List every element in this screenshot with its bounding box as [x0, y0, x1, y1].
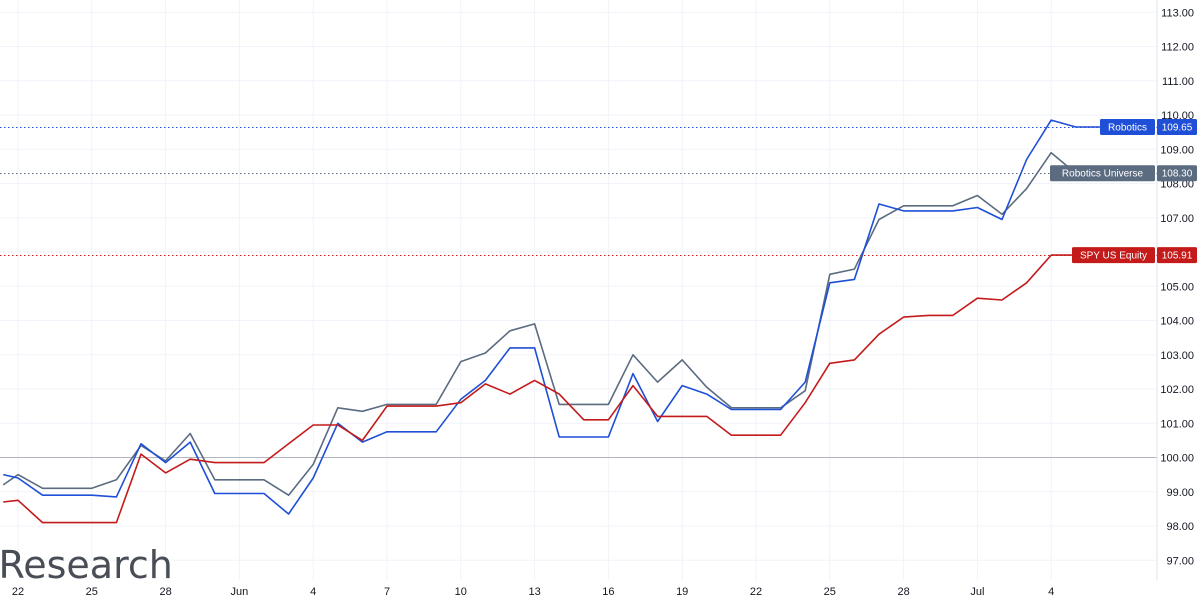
y-tick-label: 102.00 — [1160, 384, 1194, 396]
x-tick-label: 22 — [12, 586, 24, 598]
price-level-lines — [0, 127, 1157, 256]
y-tick-label: 112.00 — [1161, 42, 1194, 54]
price-tag-value: 109.65 — [1162, 122, 1193, 133]
x-tick-label: 4 — [310, 586, 316, 598]
series-line-robotics-universe[interactable] — [2, 151, 1101, 497]
price-tag-value-box — [1157, 165, 1197, 182]
y-tick-label: 100.00 — [1160, 453, 1194, 465]
x-tick-label: 25 — [86, 586, 98, 598]
series-line-spy-us-equity[interactable] — [3, 254, 1101, 524]
x-tick-label: 13 — [528, 586, 540, 598]
grid-lines — [0, 0, 1157, 580]
x-tick-label: 4 — [1048, 586, 1054, 598]
x-tick-label: 7 — [384, 586, 390, 598]
x-tick-label: Jun — [231, 586, 249, 598]
x-tick-label: 10 — [455, 586, 467, 598]
x-tick-label: 28 — [897, 586, 909, 598]
y-tick-label: 99.00 — [1166, 487, 1194, 499]
x-axis[interactable]: 22 25 28 Jun 4 7 10 13 16 19 22 25 28 Jul 4 — [12, 586, 1054, 598]
y-tick-label: 105.00 — [1160, 281, 1194, 293]
y-tick-label: 97.00 — [1166, 555, 1194, 567]
price-tag-name: Robotics Universe — [1062, 169, 1144, 180]
y-tick-label: 108.00 — [1160, 179, 1194, 191]
price-tag-name-box — [1050, 165, 1155, 182]
y-tick-label: 109.00 — [1160, 144, 1194, 156]
price-tag: Robotics 109.65 — [1100, 118, 1197, 135]
price-tag-name-box — [1100, 118, 1155, 135]
price-tag: SPY US Equity 105.91 — [1072, 247, 1197, 264]
price-tag: Robotics Universe 108.30 — [1050, 165, 1197, 182]
y-tick-label: 104.00 — [1160, 316, 1194, 328]
y-axis[interactable]: 97.00 98.00 99.00 100.00 101.00 102.00 103.00 1… — [1160, 7, 1194, 567]
x-tick-label: 19 — [676, 586, 688, 598]
price-tag-value: 108.30 — [1162, 169, 1193, 180]
x-tick-label: 25 — [824, 586, 836, 598]
y-tick-label: 101.00 — [1160, 418, 1194, 430]
price-tag-name: Robotics — [1108, 122, 1147, 133]
x-tick-label: 28 — [159, 586, 171, 598]
x-tick-label: Jul — [970, 586, 984, 598]
y-tick-label: 98.00 — [1166, 521, 1194, 533]
y-tick-label: 113.00 — [1161, 7, 1194, 19]
watermark-logo: iResearch — [0, 543, 173, 587]
x-tick-label: 16 — [602, 586, 614, 598]
price-tag-name-box — [1072, 247, 1155, 264]
price-tag-value-box — [1157, 118, 1197, 135]
price-tags: Robotics 109.65 Robotics Universe 108.30 SPY… — [1050, 118, 1197, 264]
y-tick-label: 111.00 — [1162, 76, 1194, 88]
series-lines — [2, 119, 1101, 524]
price-tag-name: SPY US Equity — [1080, 251, 1147, 262]
y-tick-label: 107.00 — [1160, 213, 1194, 225]
y-tick-label: 103.00 — [1160, 350, 1194, 362]
series-line-robotics[interactable] — [3, 119, 1101, 515]
price-tag-value: 105.91 — [1162, 251, 1193, 262]
price-tag-value-box — [1157, 247, 1197, 264]
x-tick-label: 22 — [750, 586, 762, 598]
